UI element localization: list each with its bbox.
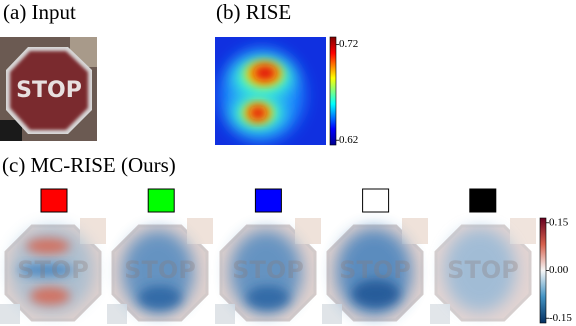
- sign-text: STOP: [232, 256, 304, 284]
- mc-rise-heatmaps: STOP STOP STOP STOP STOP: [0, 218, 536, 324]
- color-swatch: [362, 188, 390, 213]
- panel-label: (a) Input: [3, 0, 76, 24]
- input-image: STOP: [0, 37, 97, 141]
- sign-text: STOP: [17, 256, 89, 284]
- sign-text: STOP: [339, 256, 411, 284]
- color-swatch: [469, 188, 497, 213]
- heatmap-black: [430, 218, 536, 324]
- color-swatch: [40, 188, 68, 213]
- sign-text: STOP: [16, 78, 82, 103]
- sign-text: STOP: [447, 256, 519, 284]
- heatmap-blue: [215, 218, 321, 324]
- colorbar-tick-label: 0.15: [549, 216, 569, 228]
- colorbar-tick-label: -0.15: [549, 312, 572, 324]
- panel-label: (b) RISE: [216, 0, 291, 24]
- heatmap-red: [0, 218, 106, 324]
- colorbar: [329, 36, 337, 146]
- color-swatch: [147, 188, 175, 213]
- colorbar-tick-label: 0.72: [339, 38, 358, 50]
- panel-label: (c) MC-RISE (Ours): [2, 153, 176, 177]
- heatmap-green: [107, 218, 213, 324]
- colorbar: [539, 217, 547, 324]
- colorbar-tick-label: 0.62: [339, 134, 358, 146]
- sign-text: STOP: [124, 256, 196, 284]
- rise-heatmap: [215, 37, 326, 145]
- heatmap-white: [322, 218, 428, 324]
- color-swatch: [254, 188, 282, 213]
- colorbar-tick-label: 0.00: [549, 264, 569, 276]
